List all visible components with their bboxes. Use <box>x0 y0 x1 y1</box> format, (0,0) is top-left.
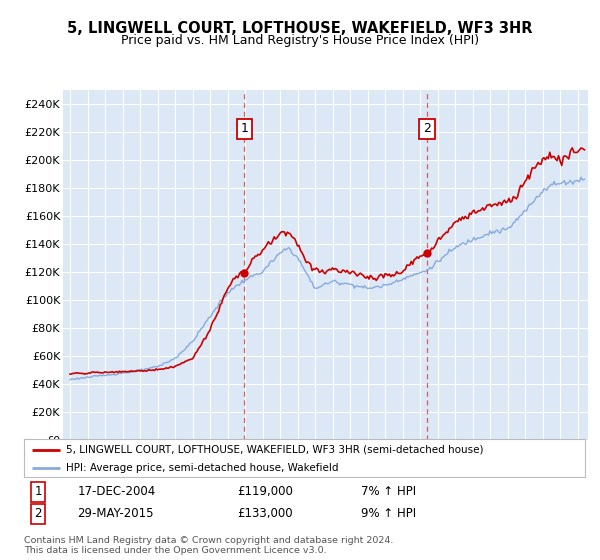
Text: 2: 2 <box>423 122 431 136</box>
Text: 7% ↑ HPI: 7% ↑ HPI <box>361 486 416 498</box>
Text: Price paid vs. HM Land Registry's House Price Index (HPI): Price paid vs. HM Land Registry's House … <box>121 34 479 46</box>
Text: 17-DEC-2004: 17-DEC-2004 <box>77 486 155 498</box>
Text: 29-MAY-2015: 29-MAY-2015 <box>77 507 154 520</box>
Text: £119,000: £119,000 <box>237 486 293 498</box>
Text: 1: 1 <box>241 122 248 136</box>
Text: 5, LINGWELL COURT, LOFTHOUSE, WAKEFIELD, WF3 3HR: 5, LINGWELL COURT, LOFTHOUSE, WAKEFIELD,… <box>67 21 533 36</box>
Text: 5, LINGWELL COURT, LOFTHOUSE, WAKEFIELD, WF3 3HR (semi-detached house): 5, LINGWELL COURT, LOFTHOUSE, WAKEFIELD,… <box>66 445 484 455</box>
Text: 9% ↑ HPI: 9% ↑ HPI <box>361 507 416 520</box>
Text: 2: 2 <box>34 507 42 520</box>
Text: £133,000: £133,000 <box>237 507 293 520</box>
Text: HPI: Average price, semi-detached house, Wakefield: HPI: Average price, semi-detached house,… <box>66 463 338 473</box>
Text: 1: 1 <box>34 486 42 498</box>
Text: Contains HM Land Registry data © Crown copyright and database right 2024.
This d: Contains HM Land Registry data © Crown c… <box>24 536 394 556</box>
